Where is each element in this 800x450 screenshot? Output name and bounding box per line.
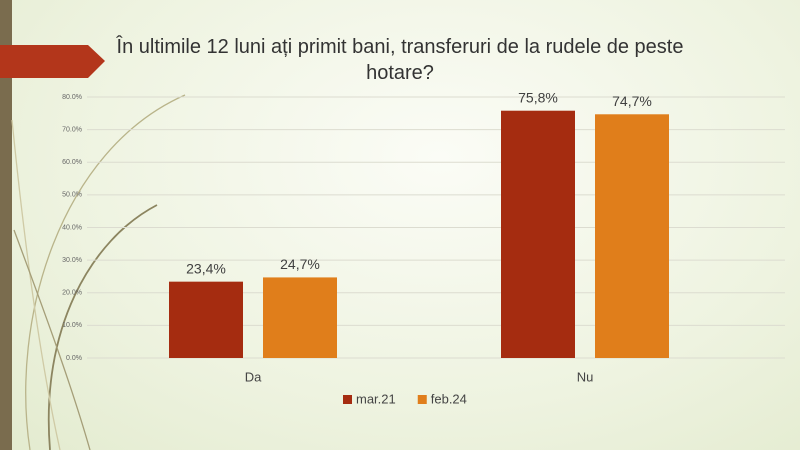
y-tick-label: 30.0% (62, 257, 82, 264)
y-tick-label: 60.0% (62, 159, 82, 166)
y-tick-label: 0.0% (66, 355, 82, 362)
side-strip (0, 0, 12, 450)
y-tick-label: 40.0% (62, 224, 82, 231)
chart-title: În ultimile 12 luni ați primit bani, tra… (116, 36, 684, 84)
value-label: 23,4% (186, 260, 226, 276)
legend-swatch (343, 395, 352, 404)
y-tick-label: 50.0% (62, 192, 82, 199)
decor-curves (11, 94, 186, 450)
legend-swatch (417, 395, 427, 404)
bar (263, 277, 337, 358)
y-tick-label: 10.0% (62, 322, 82, 329)
x-tick-label: Da (245, 369, 262, 384)
value-label: 74,7% (612, 93, 652, 109)
y-tick-label: 80.0% (62, 94, 82, 101)
legend-label: feb.24 (431, 391, 467, 406)
y-tick-label: 70.0% (62, 126, 82, 133)
x-tick-label: Nu (577, 369, 594, 384)
bar (169, 281, 243, 358)
title-arrow (0, 45, 105, 78)
y-tick-label: 20.0% (62, 290, 82, 297)
bar (595, 114, 669, 358)
bar (501, 110, 575, 358)
value-label: 75,8% (518, 89, 558, 105)
legend-label: mar.21 (356, 391, 396, 406)
value-label: 24,7% (280, 256, 320, 272)
